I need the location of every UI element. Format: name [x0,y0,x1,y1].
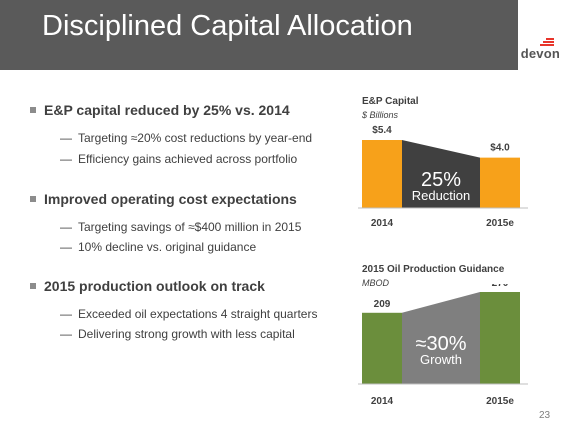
production-chart-svg: 209 2014 270 2015e ≈30%Growth [358,284,528,407]
annotation-percent: 25% [421,169,461,191]
data-label: 209 [374,299,391,310]
square-bullet-icon [30,283,36,289]
sub-bullet-text: Efficiency gains achieved across portfol… [78,152,298,166]
bar-2015e [480,157,520,208]
square-bullet-icon [30,107,36,113]
category-label: 2015e [486,396,514,407]
bullet-text: E&P capital reduced by 25% vs. 2014 [44,102,290,118]
sub-bullet: — Delivering strong growth with less capi… [60,327,295,341]
bullet-item: E&P capital reduced by 25% vs. 2014 [30,102,290,118]
sub-bullet-text: Targeting savings of ≈$400 million in 20… [78,220,302,234]
change-arrow-shape [402,140,480,208]
chart-unit: MBOD [362,278,389,288]
page-number: 23 [539,410,551,421]
category-label: 2014 [371,396,394,407]
change-arrow-shape [402,292,480,384]
annotation-label: Growth [420,352,462,367]
bullet-item: 2015 production outlook on track [30,278,265,294]
chart-title: E&P Capital [362,96,419,107]
bar-2015e [480,292,520,384]
data-label: $4.0 [490,143,510,154]
sub-bullet-text: Exceeded oil expectations 4 straight qua… [78,307,318,321]
devon-logo: devon [512,38,560,64]
annotation-label: Reduction [412,188,471,203]
sub-bullet: —10% decline vs. original guidance [60,240,257,254]
chart-title: 2015 Oil Production Guidance [362,264,505,275]
page-title: Disciplined Capital Allocation [42,10,413,42]
data-label: $5.4 [372,125,392,136]
annotation-percent: ≈30% [415,333,466,355]
logo-bars-icon [540,38,554,46]
sub-bullet: — Exceeded oil expectations 4 straight qu… [60,307,318,321]
bar-2014 [362,312,402,384]
category-label: 2015e [486,218,514,229]
sub-bullet-text: Targeting ≈20% cost reductions by year-e… [78,131,313,145]
bullet-text: 2015 production outlook on track [44,278,265,294]
data-label: 270 [492,284,509,289]
sub-bullet: — Targeting ≈20% cost reductions by year-… [60,131,313,145]
bar-2014 [362,140,402,208]
production-chart: 2015 Oil Production Guidance MBOD 209 201… [356,262,536,412]
sub-bullet-text: Delivering strong growth with less capit… [78,327,295,341]
capital-chart-svg: $5.4 2014 $4.0 2015e 25%Reduction [358,125,528,229]
sub-bullet: — Efficiency gains achieved across portfo… [60,152,298,166]
sub-bullet-text: 10% decline vs. original guidance [78,240,257,254]
bullet-item: Improved operating cost expectations [30,191,297,207]
category-label: 2014 [371,218,394,229]
sub-bullet: — Targeting savings of ≈$400 million in 2… [60,220,302,234]
bullet-text: Improved operating cost expectations [44,191,297,207]
header-bar: Disciplined Capital Allocation [0,0,518,70]
capital-chart: E&P Capital $ Billions $5.4 2014 $4.0 2015e… [356,94,536,234]
square-bullet-icon [30,196,36,202]
logo-text: devon [520,46,560,61]
chart-unit: $ Billions [362,110,399,120]
